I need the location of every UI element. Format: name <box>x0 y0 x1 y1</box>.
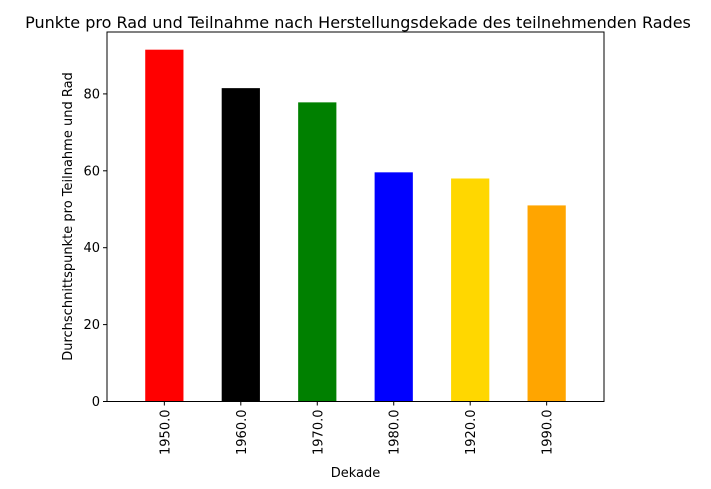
x-tick-label: 1960.0 <box>235 410 250 456</box>
y-axis-label: Durchschnittspunkte pro Teilnahme und Ra… <box>61 72 76 361</box>
y-tick-label: 60 <box>83 164 100 179</box>
x-tick-label: 1950.0 <box>158 410 173 456</box>
x-tick-label: 1970.0 <box>311 410 326 456</box>
chart-title: Punkte pro Rad und Teilnahme nach Herste… <box>25 13 691 32</box>
plot-frame <box>106 31 605 402</box>
y-tick-label: 80 <box>83 87 100 102</box>
bar-1950.0 <box>145 49 184 402</box>
x-tick-label: 1990.0 <box>541 410 556 456</box>
bar-1960.0 <box>221 88 260 402</box>
y-tick-label: 0 <box>92 395 100 410</box>
y-tick-label: 20 <box>83 318 100 333</box>
x-tick-label: 1920.0 <box>464 410 479 456</box>
x-tick-label: 1980.0 <box>388 410 403 456</box>
y-tick-label: 40 <box>83 241 100 256</box>
x-axis-label: Dekade <box>331 466 381 481</box>
bar-1970.0 <box>298 102 337 402</box>
bar-1980.0 <box>374 172 413 402</box>
bar-1920.0 <box>451 178 490 402</box>
bar-1990.0 <box>527 205 566 402</box>
